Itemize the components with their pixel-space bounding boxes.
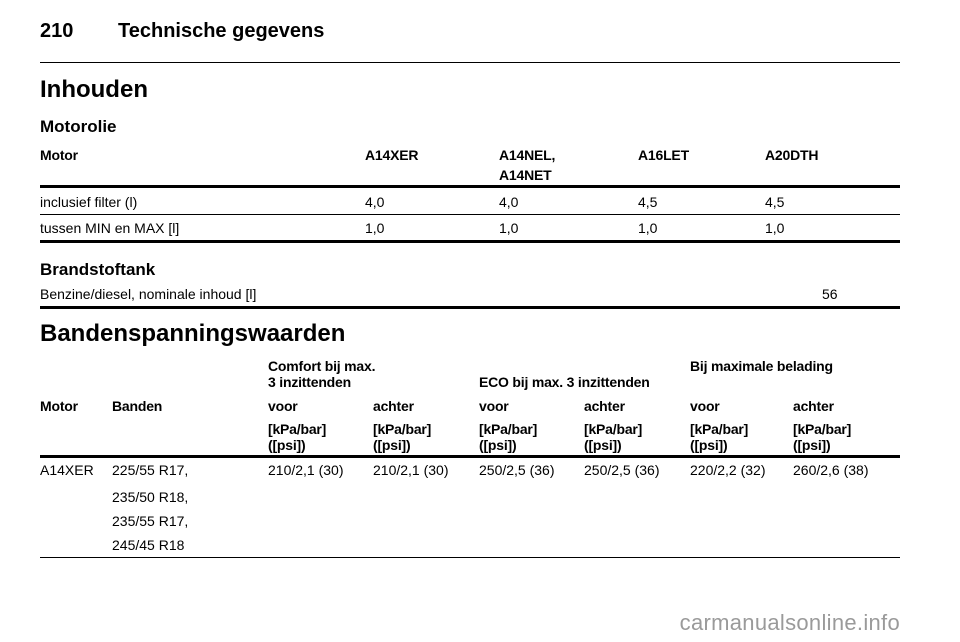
oil-col-a16let: A16LET: [638, 147, 689, 163]
col-tyres: Banden: [112, 398, 163, 414]
unit-label: ([psi]): [268, 437, 306, 453]
cell-value: 210/2,1 (30): [268, 462, 344, 478]
oil-col-a14nel: A14NEL,: [499, 147, 556, 163]
tyre-heading: Bandenspanningswaarden: [40, 320, 346, 347]
col-front: voor: [268, 398, 298, 414]
unit-label: ([psi]): [690, 437, 728, 453]
cell-value: 4,0: [365, 194, 385, 210]
row-label: tussen MIN en MAX [l]: [40, 220, 180, 236]
tyre-size: 245/45 R18: [112, 537, 185, 553]
cell-value: 4,5: [638, 194, 658, 210]
fuel-label: Benzine/diesel, nominale inhoud [l]: [40, 286, 257, 302]
tyre-size: 235/55 R17,: [112, 513, 189, 529]
unit-label: [kPa/bar]: [584, 421, 643, 437]
group-eco: ECO bij max. 3 inzittenden: [479, 374, 650, 390]
cell-value: 4,5: [765, 194, 785, 210]
unit-label: ([psi]): [584, 437, 622, 453]
cell-value: 1,0: [765, 220, 785, 236]
cell-value: 1,0: [638, 220, 658, 236]
row-label: inclusief filter (l): [40, 194, 138, 210]
tyre-size: 225/55 R17,: [112, 462, 189, 478]
cell-value: 250/2,5 (36): [479, 462, 555, 478]
oil-col-a14xer: A14XER: [365, 147, 419, 163]
tyre-bottom-rule: [40, 557, 900, 558]
fuel-value: 56: [822, 286, 838, 302]
unit-label: ([psi]): [479, 437, 517, 453]
group-comfort: Comfort bij max.: [268, 358, 376, 374]
unit-label: [kPa/bar]: [268, 421, 327, 437]
col-rear: achter: [584, 398, 625, 414]
unit-label: [kPa/bar]: [479, 421, 538, 437]
oil-col-a14net: A14NET: [499, 167, 552, 183]
header-rule: [40, 62, 900, 63]
cell-value: 1,0: [365, 220, 385, 236]
unit-label: [kPa/bar]: [793, 421, 852, 437]
group-max-load: Bij maximale belading: [690, 358, 833, 374]
tyre-size: 235/50 R18,: [112, 489, 189, 505]
col-front: voor: [690, 398, 720, 414]
tyre-header-rule: [40, 455, 900, 458]
fuel-heading: Brandstoftank: [40, 260, 156, 279]
page-number: 210: [40, 20, 74, 42]
col-front: voor: [479, 398, 509, 414]
row-motor: A14XER: [40, 462, 94, 478]
watermark: carmanualsonline.info: [679, 610, 900, 635]
cell-value: 4,0: [499, 194, 519, 210]
col-motor: Motor: [40, 398, 78, 414]
oil-bottom-rule: [40, 240, 900, 243]
oil-col-motor: Motor: [40, 147, 78, 163]
unit-label: [kPa/bar]: [690, 421, 749, 437]
section-title: Technische gegevens: [118, 20, 325, 42]
unit-label: ([psi]): [793, 437, 831, 453]
cell-value: 210/2,1 (30): [373, 462, 449, 478]
oil-heading: Motorolie: [40, 117, 117, 136]
col-rear: achter: [793, 398, 834, 414]
cell-value: 250/2,5 (36): [584, 462, 660, 478]
cell-value: 260/2,6 (38): [793, 462, 869, 478]
contents-heading: Inhouden: [40, 76, 148, 103]
unit-label: [kPa/bar]: [373, 421, 432, 437]
fuel-bottom-rule: [40, 306, 900, 309]
col-rear: achter: [373, 398, 414, 414]
unit-label: ([psi]): [373, 437, 411, 453]
cell-value: 220/2,2 (32): [690, 462, 766, 478]
row-divider: [40, 214, 900, 215]
oil-col-a20dth: A20DTH: [765, 147, 819, 163]
oil-header-rule: [40, 185, 900, 188]
group-comfort-line2: 3 inzittenden: [268, 374, 351, 390]
cell-value: 1,0: [499, 220, 519, 236]
